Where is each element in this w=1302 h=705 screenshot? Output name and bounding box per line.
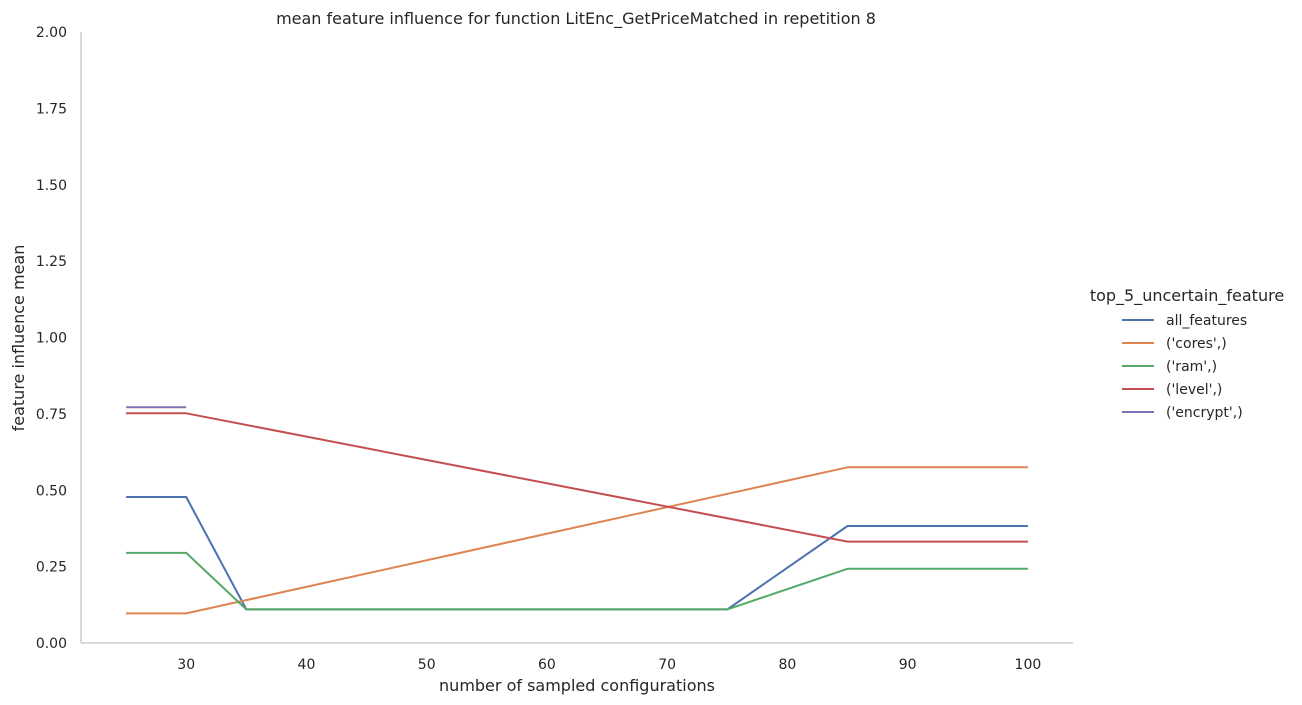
x-tick-label: 80 bbox=[779, 657, 797, 673]
y-axis-label: feature influence mean bbox=[9, 245, 28, 432]
x-axis-label: number of sampled configurations bbox=[439, 676, 715, 695]
legend-label: ('ram',) bbox=[1166, 359, 1217, 375]
legend-title: top_5_uncertain_feature bbox=[1090, 286, 1284, 306]
legend: top_5_uncertain_feature all_features ('co… bbox=[1090, 286, 1284, 421]
y-tick-label: 1.50 bbox=[36, 178, 67, 194]
chart-title: mean feature influence for function LitE… bbox=[276, 9, 876, 29]
series-line bbox=[126, 466, 1028, 615]
y-tick-label: 0.50 bbox=[36, 483, 67, 499]
x-tick-label: 60 bbox=[538, 657, 556, 673]
y-tick-label: 0.25 bbox=[36, 560, 67, 576]
series-lines bbox=[126, 406, 1028, 615]
y-tick-label: 1.25 bbox=[36, 254, 67, 270]
x-tick-label: 30 bbox=[177, 657, 195, 673]
y-tick-label: 1.75 bbox=[36, 101, 67, 117]
series-line bbox=[126, 412, 1028, 543]
y-tick-label: 2.00 bbox=[36, 25, 67, 41]
legend-label: ('encrypt',) bbox=[1166, 405, 1243, 421]
x-tick-label: 50 bbox=[418, 657, 436, 673]
y-tick-label: 1.00 bbox=[36, 331, 67, 347]
legend-label: ('cores',) bbox=[1166, 336, 1227, 352]
y-tick-labels: 0.00 0.25 0.50 0.75 1.00 1.25 1.50 1.75 2.00 bbox=[36, 25, 67, 652]
y-tick-label: 0.75 bbox=[36, 407, 67, 423]
legend-label: ('level',) bbox=[1166, 382, 1222, 398]
x-tick-label: 40 bbox=[298, 657, 316, 673]
x-tick-label: 90 bbox=[899, 657, 917, 673]
x-tick-labels: 30 40 50 60 70 80 90 100 bbox=[177, 657, 1041, 673]
legend-label: all_features bbox=[1166, 313, 1247, 329]
x-tick-label: 100 bbox=[1015, 657, 1042, 673]
y-tick-label: 0.00 bbox=[36, 636, 67, 652]
series-line bbox=[126, 551, 1028, 611]
series-line bbox=[126, 496, 1028, 611]
x-tick-label: 70 bbox=[658, 657, 676, 673]
